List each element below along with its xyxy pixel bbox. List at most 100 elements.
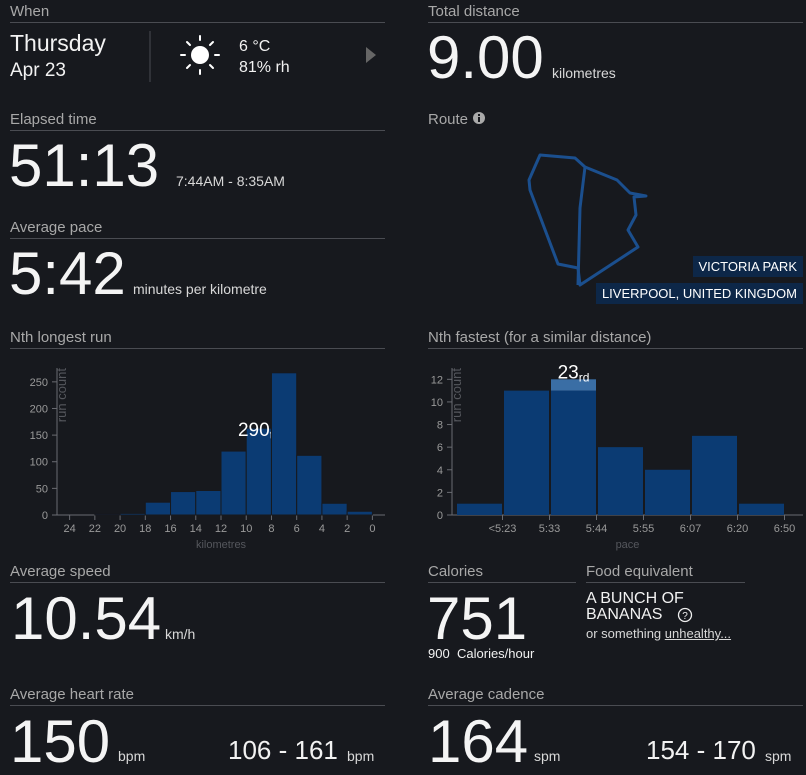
heart-unit: bpm (118, 748, 146, 764)
y-tick-label: 12 (431, 374, 443, 386)
x-tick-label: 8 (268, 523, 274, 535)
date: Apr 23 (10, 60, 66, 81)
food-prefix: or something (586, 626, 662, 641)
section-label: Route (428, 111, 469, 128)
section-label: Average speed (10, 563, 111, 580)
cadence-range-unit: spm (765, 748, 792, 764)
elapsed-value: 51:13 (9, 132, 160, 199)
y-tick-label: 0 (42, 510, 48, 522)
y-axis-label: run count (54, 368, 69, 423)
heart-range: 106 - 161 (228, 735, 338, 765)
y-tick-label: 2 (437, 487, 443, 499)
bar (645, 469, 690, 515)
bar (739, 503, 784, 515)
section-label: Elapsed time (10, 111, 97, 128)
bar (296, 454, 323, 516)
bar (692, 435, 737, 515)
bar (504, 390, 549, 515)
calories-value: 751 (427, 585, 528, 652)
y-tick-label: 8 (437, 420, 443, 432)
x-tick-label: 12 (215, 523, 227, 535)
bar (220, 450, 247, 516)
x-tick-label: <5:23 (489, 523, 517, 535)
distance-unit: kilometres (552, 65, 616, 81)
section-label: Calories (428, 563, 484, 580)
rule (428, 705, 803, 706)
next-arrow[interactable] (366, 47, 376, 63)
pace-unit: minutes per kilometre (133, 281, 267, 297)
pace-value: 5:42 (9, 240, 126, 307)
section-label: Average heart rate (10, 686, 134, 703)
heart-value: 150 (10, 708, 111, 775)
bar (119, 512, 146, 516)
rule (10, 705, 385, 706)
calorie-rate-unit: Calories/hour (457, 646, 535, 661)
region-tag: LIVERPOOL, UNITED KINGDOM (595, 283, 803, 304)
x-tick-label: 4 (319, 523, 325, 535)
bar (144, 501, 172, 516)
y-tick-label: 50 (36, 483, 48, 495)
bar (245, 427, 272, 516)
time-range: 7:44AM - 8:35AM (176, 173, 285, 189)
section-label: Average cadence (428, 686, 545, 703)
section-label: Average pace (10, 219, 103, 236)
x-tick-label: 18 (139, 523, 151, 535)
y-tick-label: 250 (30, 377, 48, 389)
x-tick-label: 5:33 (539, 523, 560, 535)
bar (170, 491, 197, 516)
help-icon[interactable]: ? (677, 607, 693, 623)
x-tick-label: 22 (89, 523, 101, 535)
calorie-rate: 900 (428, 646, 450, 661)
x-tick-label: 5:44 (586, 523, 607, 535)
y-tick-label: 6 (437, 442, 443, 454)
y-tick-label: 4 (437, 465, 443, 477)
y-tick-label: 150 (30, 430, 48, 442)
x-tick-label: 24 (63, 523, 75, 535)
x-tick-label: 20 (114, 523, 126, 535)
svg-text:?: ? (682, 611, 688, 622)
annotation-text: 23 (558, 362, 579, 383)
x-tick-label: 16 (164, 523, 176, 535)
bar (457, 503, 502, 515)
rule (10, 348, 385, 349)
rule (10, 582, 385, 583)
cadence-value: 164 (428, 708, 529, 775)
annotation-suffix: rd (579, 370, 590, 384)
bar (195, 490, 222, 516)
sun-icon (180, 35, 220, 75)
day: Thursday (10, 30, 106, 56)
x-tick-label: 14 (190, 523, 202, 535)
humidity: 81% rh (239, 59, 290, 76)
section-label: Food equivalent (586, 563, 693, 580)
x-tick-label: 5:55 (633, 523, 654, 535)
section-label: Nth fastest (for a similar distance) (428, 329, 652, 346)
rule (586, 582, 745, 583)
bar (94, 513, 121, 516)
section-label: Total distance (428, 3, 520, 20)
food-link[interactable]: unhealthy... (664, 626, 732, 641)
route-map (527, 153, 648, 287)
y-tick-label: 100 (30, 457, 48, 469)
x-tick-label: 6:07 (680, 523, 701, 535)
bar (270, 372, 298, 516)
speed-value: 10.54 (11, 585, 162, 652)
highlight-bar (551, 379, 596, 391)
y-tick-label: 0 (437, 510, 443, 522)
food-line: A BUNCH OF (586, 590, 684, 607)
rule (428, 22, 803, 23)
y-tick-label: 10 (431, 397, 443, 409)
x-tick-label: 6:50 (774, 523, 795, 535)
bar (598, 447, 643, 515)
y-tick-label: 200 (30, 403, 48, 415)
bar (346, 510, 373, 516)
x-tick-label: 6:20 (727, 523, 748, 535)
rule (428, 582, 576, 583)
x-tick-label: 10 (240, 523, 252, 535)
annotation: 23rd (558, 362, 590, 384)
x-tick-label: 0 (369, 523, 375, 535)
cadence-unit: spm (534, 748, 561, 764)
rule (10, 130, 385, 131)
heart-range-unit: bpm (347, 748, 375, 764)
